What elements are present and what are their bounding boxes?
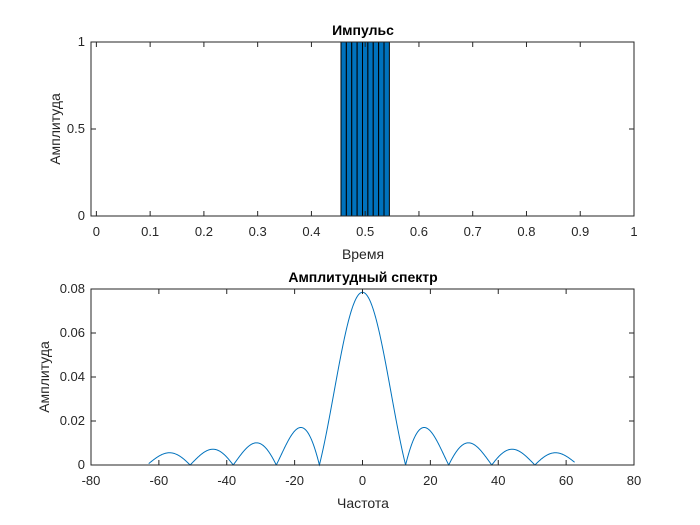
pulse-bar <box>340 41 347 217</box>
pulse-y-tick-label: 0 <box>78 208 85 223</box>
pulse-bar <box>351 41 358 217</box>
spectrum-y-tick-label: 0.02 <box>60 413 85 428</box>
pulse-x-tick-label: 0 <box>93 224 100 239</box>
pulse-x-tick-label: 0.2 <box>195 224 213 239</box>
pulse-bar <box>372 41 380 217</box>
spectrum-x-axis-label: Частота <box>337 495 389 511</box>
spectrum-x-tick-label: 80 <box>627 473 641 488</box>
spectrum-x-tick-label: 60 <box>559 473 573 488</box>
spectrum-y-tick-label: 0.06 <box>60 325 85 340</box>
pulse-bars <box>340 41 390 217</box>
spectrum-x-tick-label: -20 <box>285 473 304 488</box>
pulse-x-tick-label: 0.7 <box>464 224 482 239</box>
pulse-x-ticks: 0 0.1 0.2 0.3 0.4 0.5 0.6 0.7 0.8 0.9 1 <box>93 42 638 239</box>
spectrum-x-tick-label: -80 <box>82 473 101 488</box>
spectrum-x-tick-label: 20 <box>423 473 437 488</box>
pulse-axes-box <box>90 41 635 217</box>
spectrum-y-axis-label: Амплитуда <box>36 341 52 413</box>
spectrum-line <box>148 291 575 467</box>
pulse-x-tick-label: 0.3 <box>249 224 267 239</box>
pulse-x-tick-label: 0.8 <box>517 224 535 239</box>
spectrum-x-tick-label: -40 <box>217 473 236 488</box>
pulse-bar <box>367 41 374 217</box>
pulse-chart: Импульс 0 0.1 0.2 0.3 0.4 0.5 0.6 0.7 0.8 0.9 1 00… <box>47 22 638 262</box>
spectrum-y-tick-label: 0 <box>78 457 85 472</box>
pulse-x-tick-label: 0.4 <box>302 224 320 239</box>
pulse-bar <box>383 41 390 217</box>
pulse-chart-title: Импульс <box>332 22 394 38</box>
spectrum-x-tick-label: 40 <box>491 473 505 488</box>
spectrum-chart: Амплитудный спектр -80 -60 -40 -20 0 20 40 60 80… <box>36 269 641 511</box>
pulse-y-tick-label: 1 <box>78 34 85 49</box>
pulse-x-tick-label: 0.6 <box>410 224 428 239</box>
pulse-y-ticks: 00.51 <box>67 34 634 223</box>
spectrum-y-tick-label: 0.08 <box>60 281 85 296</box>
pulse-bar <box>356 41 363 217</box>
pulse-y-tick-label: 0.5 <box>67 121 85 136</box>
spectrum-y-tick-label: 0.04 <box>60 369 85 384</box>
pulse-bar <box>378 41 385 217</box>
spectrum-x-tick-label: -60 <box>149 473 168 488</box>
pulse-y-axis-label: Амплитуда <box>47 93 63 165</box>
pulse-x-tick-label: 0.9 <box>571 224 589 239</box>
spectrum-chart-title: Амплитудный спектр <box>288 269 437 285</box>
pulse-bar <box>362 41 369 217</box>
pulse-x-tick-label: 1 <box>630 224 637 239</box>
pulse-x-tick-label: 0.1 <box>141 224 159 239</box>
pulse-x-axis-label: Время <box>342 246 384 262</box>
pulse-bar <box>345 41 353 217</box>
spectrum-x-tick-label: 0 <box>359 473 366 488</box>
spectrum-axes-box <box>90 288 635 466</box>
pulse-x-tick-label: 0.5 <box>356 224 374 239</box>
